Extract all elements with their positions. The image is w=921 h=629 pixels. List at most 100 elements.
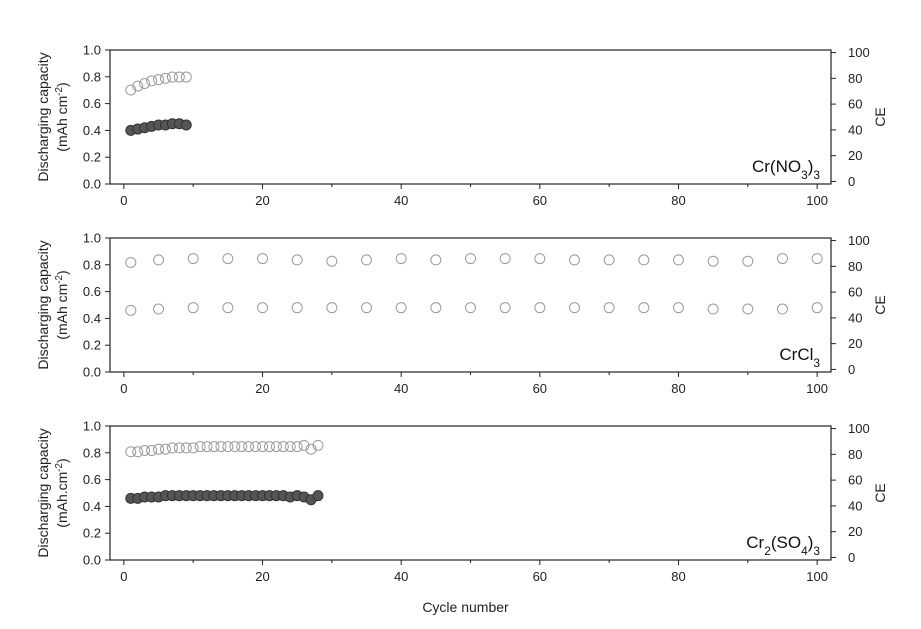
ce-point xyxy=(291,441,303,453)
ce-point xyxy=(159,72,171,84)
y2-tick-label: 0 xyxy=(848,550,855,565)
capacity-point xyxy=(222,302,234,314)
y-tick-label: 1.0 xyxy=(83,419,101,434)
x-tick-label: 20 xyxy=(255,381,269,396)
ce-point xyxy=(173,71,185,83)
capacity-point xyxy=(672,302,684,314)
x-tick-label: 20 xyxy=(255,193,269,208)
ce-point xyxy=(465,253,476,265)
y2-tick-label: 20 xyxy=(848,148,862,163)
ce-point xyxy=(312,439,324,451)
y2-tick-label: 40 xyxy=(848,122,862,137)
capacity-point xyxy=(534,302,546,314)
chart-panel-1: 0 20 40 60 80 100 0.0 0.2 0.4 0.6 0.8 1.0 0 20 40 60 80 1… xyxy=(35,43,888,209)
ce-point xyxy=(568,254,580,266)
ce-point xyxy=(132,80,144,92)
capacity-point xyxy=(811,302,823,314)
y-tick-label: 1.0 xyxy=(83,231,101,246)
x-tick-label: 60 xyxy=(533,569,547,584)
ce-point xyxy=(153,254,165,266)
ce-point xyxy=(173,442,185,454)
y2-axis-label: CE xyxy=(872,483,888,502)
y-tick-label: 0.2 xyxy=(83,338,101,353)
y-tick-label: 0.6 xyxy=(83,284,101,299)
capacity-point xyxy=(153,303,165,315)
y2-tick-label: 20 xyxy=(848,336,862,351)
capacity-point xyxy=(395,302,407,314)
y-axis-unit-label: (mAh cm-2) xyxy=(54,82,71,151)
x-tick-label: 80 xyxy=(671,569,685,584)
y-tick-label: 0.8 xyxy=(83,445,101,460)
x-tick-label: 60 xyxy=(533,193,547,208)
ce-point xyxy=(180,442,192,454)
x-tick-label: 100 xyxy=(806,193,828,208)
y-axis-unit-label: (mAh.cm-2) xyxy=(54,458,71,527)
ce-point xyxy=(395,253,407,265)
y2-tick-label: 80 xyxy=(848,259,862,274)
y-tick-label: 0.6 xyxy=(83,472,101,487)
capacity-point xyxy=(742,303,754,315)
capacity-point xyxy=(257,302,269,314)
ce-point xyxy=(125,446,137,458)
y-tick-label: 0.0 xyxy=(83,177,101,192)
y-tick-label: 0.4 xyxy=(83,311,101,326)
y2-axis-label: CE xyxy=(872,295,888,314)
y2-tick-label: 60 xyxy=(848,473,862,488)
y-tick-label: 1.0 xyxy=(83,43,101,58)
y2-tick-label: 60 xyxy=(848,97,862,112)
x-tick-label: 0 xyxy=(120,569,127,584)
ce-point xyxy=(284,441,296,453)
x-tick-label: 40 xyxy=(394,193,408,208)
capacity-point xyxy=(361,302,373,314)
capacity-point xyxy=(430,302,442,314)
y2-tick-label: 40 xyxy=(848,498,862,513)
y-tick-label: 0.8 xyxy=(83,69,101,84)
x-tick-label: 100 xyxy=(806,569,828,584)
plot-frame xyxy=(109,49,832,185)
ce-point xyxy=(270,441,282,453)
x-axis-label: Cycle number xyxy=(422,599,509,615)
ce-point xyxy=(229,441,241,453)
y-axis-label: Discharging capacity xyxy=(35,428,51,557)
ce-point xyxy=(153,443,165,455)
chart-panel-2: 0 20 40 60 80 100 0.0 0.2 0.4 0.6 0.8 1.0 0 20 40 60 80 1… xyxy=(35,231,888,397)
ce-point xyxy=(811,253,823,265)
y-tick-label: 0.2 xyxy=(83,150,101,165)
ce-point xyxy=(180,71,192,83)
capacity-point xyxy=(568,302,580,314)
ce-point xyxy=(430,254,442,266)
ce-point xyxy=(222,441,234,453)
x-tick-label: 40 xyxy=(394,381,408,396)
capacity-point xyxy=(499,302,511,314)
chart-panel-3: 0 20 40 60 80 100 0.0 0.2 0.4 0.6 0.8 1.0 0 20 40 60 80 1… xyxy=(35,419,888,616)
capacity-point xyxy=(291,302,303,314)
ce-point xyxy=(638,254,650,266)
ce-point xyxy=(707,255,719,267)
plot-frame xyxy=(109,237,832,373)
x-tick-label: 80 xyxy=(671,381,685,396)
x-tick-label: 60 xyxy=(533,381,547,396)
ce-point xyxy=(672,254,684,266)
ce-point xyxy=(499,253,511,265)
y-axis-label: Discharging capacity xyxy=(35,240,51,369)
panel-label: Cr2(SO4)3 xyxy=(746,533,820,558)
ce-point xyxy=(305,443,317,455)
ce-point xyxy=(139,78,151,89)
y-tick-label: 0.2 xyxy=(83,526,101,541)
capacity-point xyxy=(465,302,476,314)
capacity-point xyxy=(776,303,788,315)
y2-tick-label: 100 xyxy=(848,233,870,248)
x-tick-label: 20 xyxy=(255,569,269,584)
y2-tick-label: 20 xyxy=(848,524,862,539)
capacity-point xyxy=(180,119,192,131)
y-tick-label: 0.4 xyxy=(83,499,101,514)
panel-label: Cr(NO3)3 xyxy=(752,157,820,182)
x-tick-label: 80 xyxy=(671,193,685,208)
ce-point xyxy=(187,442,199,454)
ce-point xyxy=(132,446,144,458)
ce-point xyxy=(146,75,158,87)
ce-point xyxy=(222,253,234,265)
y2-tick-label: 0 xyxy=(848,174,855,189)
ce-point xyxy=(236,441,248,453)
